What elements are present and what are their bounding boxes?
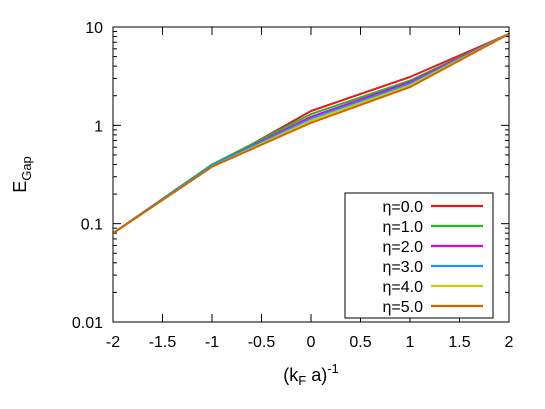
x-tick-label: 1.5 <box>448 334 470 351</box>
legend-label: η=2.0 <box>383 239 424 256</box>
x-axis-label: (kF a)-1 <box>283 361 339 388</box>
x-axis-label-rest: a) <box>306 365 327 385</box>
y-tick-label: 0.01 <box>72 315 103 332</box>
legend-label: η=0.0 <box>383 199 424 216</box>
series-line <box>112 33 510 235</box>
y-tick-label: 10 <box>85 20 103 37</box>
y-tick-label: 0.1 <box>81 217 103 234</box>
y-axis-label: EGap <box>10 156 34 193</box>
x-tick-label: 0 <box>307 334 316 351</box>
legend-label: η=1.0 <box>383 219 424 236</box>
legend-label: η=5.0 <box>383 299 424 316</box>
tick-labels: -2 -1.5 -1 -0.5 0 0.5 1 1.5 2 0.01 0.1 1 10 <box>72 20 514 351</box>
x-tick-label: 2 <box>505 334 514 351</box>
x-tick-label: -0.5 <box>248 334 276 351</box>
series-lines <box>112 32 510 235</box>
x-tick-label: 1 <box>406 334 415 351</box>
legend-box <box>344 192 494 319</box>
x-axis-label-sup: -1 <box>327 361 339 376</box>
y-axis-label-sub: Gap <box>19 156 34 181</box>
x-tick-label: 0.5 <box>349 334 371 351</box>
y-axis-label-main: E <box>10 181 30 193</box>
y-tick-label: 1 <box>94 118 103 135</box>
legend-label: η=3.0 <box>383 259 424 276</box>
x-tick-label: -1 <box>205 334 219 351</box>
x-tick-label: -1.5 <box>149 334 177 351</box>
legend: η=0.0 η=1.0 η=2.0 η=3.0 η=4.0 η=5.0 <box>344 192 494 319</box>
legend-label: η=4.0 <box>383 279 424 296</box>
x-axis-label-sub: F <box>298 373 306 388</box>
plot-frame <box>112 26 510 323</box>
x-axis-label-main: (k <box>283 365 299 385</box>
x-tick-label: -2 <box>106 334 120 351</box>
